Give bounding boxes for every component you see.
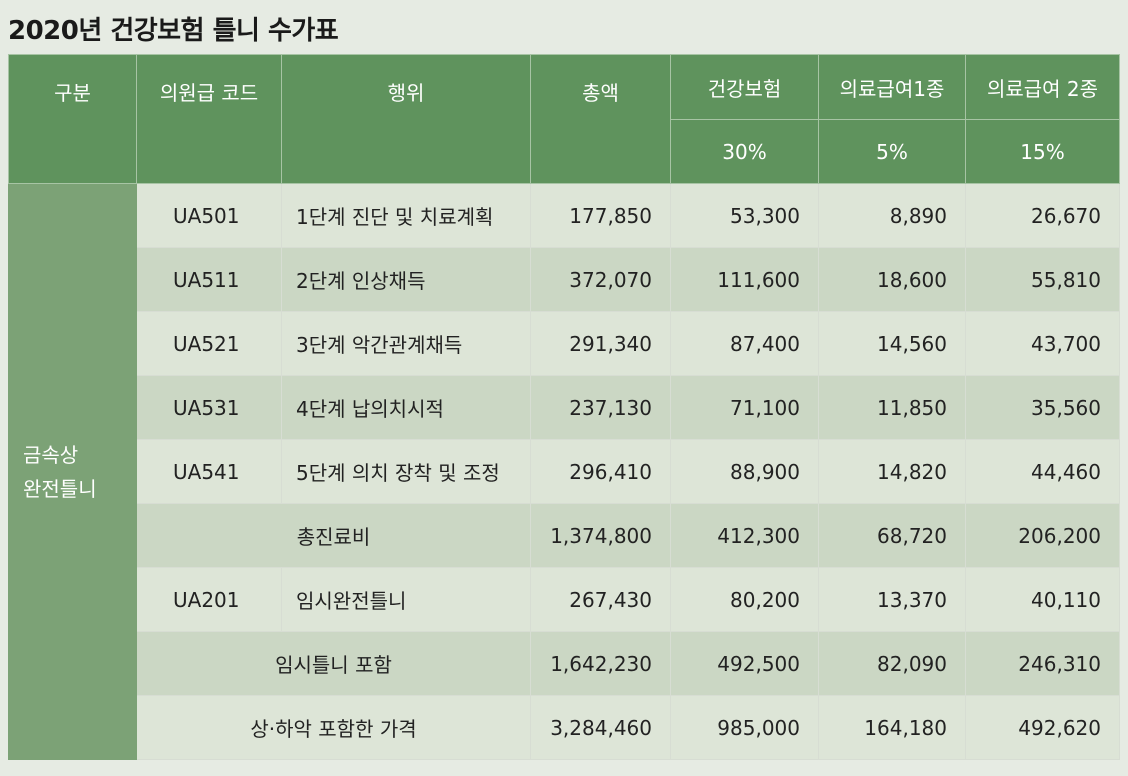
- fee-table: 구분 의원급 코드 행위 총액 건강보험 의료급여1종 의료급여 2종 30% …: [8, 54, 1120, 760]
- action-cell: 4단계 납의치시적: [281, 375, 531, 440]
- table-row-subtotal: 임시틀니 포함 1,642,230 492,500 82,090 246,310: [9, 631, 1120, 696]
- health-cell: 87,400: [670, 311, 819, 376]
- aid2-cell: 35,560: [965, 375, 1120, 440]
- header-medical-aid-2: 의료급여 2종: [965, 54, 1120, 120]
- health-cell: 412,300: [670, 503, 819, 568]
- subtotal-label: 총진료비: [136, 503, 531, 568]
- subtotal-label: 임시틀니 포함: [136, 631, 531, 696]
- aid2-cell: 206,200: [965, 503, 1120, 568]
- category-cell: 금속상 완전틀니: [8, 183, 137, 760]
- aid2-cell: 55,810: [965, 247, 1120, 312]
- total-cell: 1,374,800: [530, 503, 671, 568]
- total-cell: 291,340: [530, 311, 671, 376]
- aid2-cell: 246,310: [965, 631, 1120, 696]
- action-cell: 5단계 의치 장착 및 조정: [281, 439, 531, 504]
- aid2-cell: 40,110: [965, 567, 1120, 632]
- code-cell: UA531: [136, 375, 282, 440]
- table-row: UA201 임시완전틀니 267,430 80,200 13,370 40,11…: [9, 567, 1120, 632]
- aid1-cell: 14,560: [818, 311, 966, 376]
- header-code: 의원급 코드: [136, 54, 282, 184]
- action-cell: 2단계 인상채득: [281, 247, 531, 312]
- grand-total-label: 상·하악 포함한 가격: [136, 695, 531, 760]
- health-cell: 492,500: [670, 631, 819, 696]
- header-aid1-rate: 5%: [818, 119, 966, 184]
- health-cell: 88,900: [670, 439, 819, 504]
- category-line-2: 완전틀니: [23, 476, 97, 501]
- header-health-insurance: 건강보험: [670, 54, 819, 120]
- table-row: UA531 4단계 납의치시적 237,130 71,100 11,850 35…: [9, 375, 1120, 440]
- code-cell: UA201: [136, 567, 282, 632]
- total-cell: 237,130: [530, 375, 671, 440]
- health-cell: 985,000: [670, 695, 819, 760]
- aid1-cell: 68,720: [818, 503, 966, 568]
- header-total: 총액: [530, 54, 671, 184]
- table-row-subtotal: 총진료비 1,374,800 412,300 68,720 206,200: [9, 503, 1120, 568]
- action-cell: 3단계 악간관계채득: [281, 311, 531, 376]
- code-cell: UA541: [136, 439, 282, 504]
- total-cell: 296,410: [530, 439, 671, 504]
- code-cell: UA521: [136, 311, 282, 376]
- fee-table-wrapper: 구분 의원급 코드 행위 총액 건강보험 의료급여1종 의료급여 2종 30% …: [8, 54, 1120, 760]
- health-cell: 80,200: [670, 567, 819, 632]
- total-cell: 1,642,230: [530, 631, 671, 696]
- action-cell: 1단계 진단 및 치료계획: [281, 183, 531, 248]
- aid2-cell: 44,460: [965, 439, 1120, 504]
- total-cell: 267,430: [530, 567, 671, 632]
- header-action: 행위: [281, 54, 531, 184]
- code-cell: UA511: [136, 247, 282, 312]
- aid1-cell: 13,370: [818, 567, 966, 632]
- total-cell: 177,850: [530, 183, 671, 248]
- header-health-rate: 30%: [670, 119, 819, 184]
- aid2-cell: 26,670: [965, 183, 1120, 248]
- aid1-cell: 11,850: [818, 375, 966, 440]
- category-line-1: 금속상: [23, 442, 79, 467]
- page-title: 2020년 건강보험 틀니 수가표: [8, 16, 339, 46]
- aid2-cell: 43,700: [965, 311, 1120, 376]
- header-category: 구분: [8, 54, 137, 184]
- header-medical-aid-1: 의료급여1종: [818, 54, 966, 120]
- aid1-cell: 14,820: [818, 439, 966, 504]
- total-cell: 372,070: [530, 247, 671, 312]
- header-aid2-rate: 15%: [965, 119, 1120, 184]
- aid1-cell: 8,890: [818, 183, 966, 248]
- table-row: UA521 3단계 악간관계채득 291,340 87,400 14,560 4…: [9, 311, 1120, 376]
- table-row: UA511 2단계 인상채득 372,070 111,600 18,600 55…: [9, 247, 1120, 312]
- total-cell: 3,284,460: [530, 695, 671, 760]
- aid2-cell: 492,620: [965, 695, 1120, 760]
- health-cell: 71,100: [670, 375, 819, 440]
- table-row: 금속상 완전틀니 UA501 1단계 진단 및 치료계획 177,850 53,…: [8, 183, 1120, 760]
- health-cell: 53,300: [670, 183, 819, 248]
- aid1-cell: 164,180: [818, 695, 966, 760]
- code-cell: UA501: [136, 183, 282, 248]
- aid1-cell: 18,600: [818, 247, 966, 312]
- aid1-cell: 82,090: [818, 631, 966, 696]
- table-row-grand-total: 상·하악 포함한 가격 3,284,460 985,000 164,180 49…: [9, 695, 1120, 760]
- table-row: UA541 5단계 의치 장착 및 조정 296,410 88,900 14,8…: [9, 439, 1120, 504]
- action-cell: 임시완전틀니: [281, 567, 531, 632]
- health-cell: 111,600: [670, 247, 819, 312]
